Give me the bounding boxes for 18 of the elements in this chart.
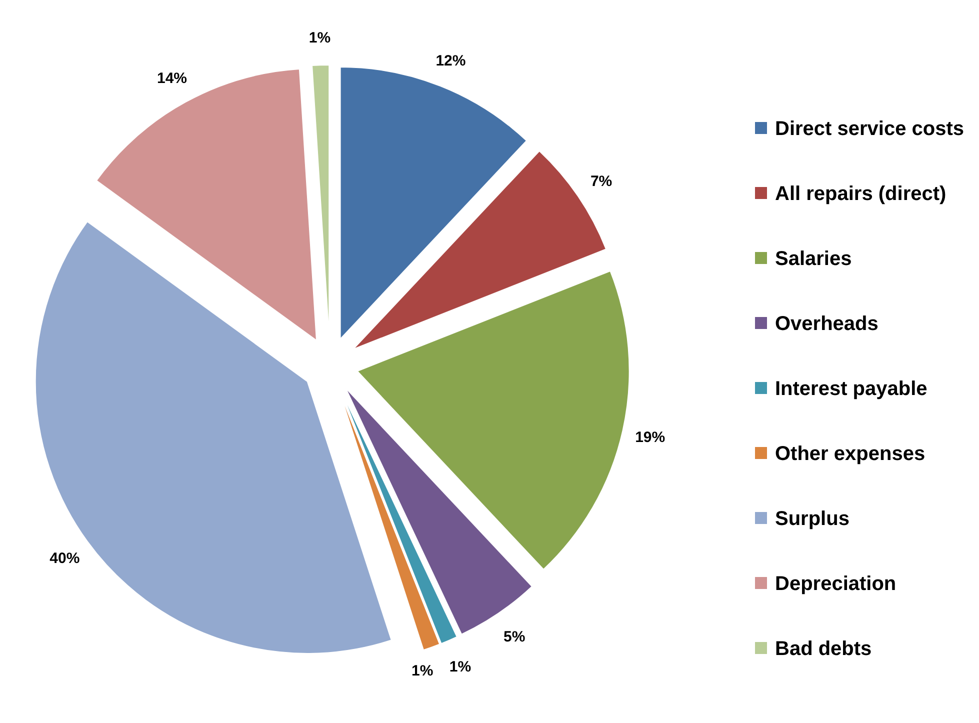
legend-label: Surplus xyxy=(775,508,850,530)
legend-label: Direct service costs xyxy=(775,118,964,140)
data-label: 40% xyxy=(50,550,80,568)
data-label: 1% xyxy=(308,29,331,46)
data-label: 1% xyxy=(449,658,472,676)
data-label: 19% xyxy=(635,428,666,446)
legend-label: Other expenses xyxy=(775,443,926,465)
data-label: 7% xyxy=(590,172,612,190)
legend-label: Depreciation xyxy=(775,573,896,595)
legend-label: Interest payable xyxy=(775,378,928,400)
legend-label: Salaries xyxy=(775,248,852,270)
data-label: 12% xyxy=(436,52,466,70)
data-label: 14% xyxy=(156,70,187,87)
legend-label: Overheads xyxy=(775,313,878,335)
legend-label: All repairs (direct) xyxy=(775,183,946,205)
legend-label: Bad debts xyxy=(775,638,872,660)
data-label: 5% xyxy=(504,628,526,646)
data-label: 1% xyxy=(412,662,434,680)
